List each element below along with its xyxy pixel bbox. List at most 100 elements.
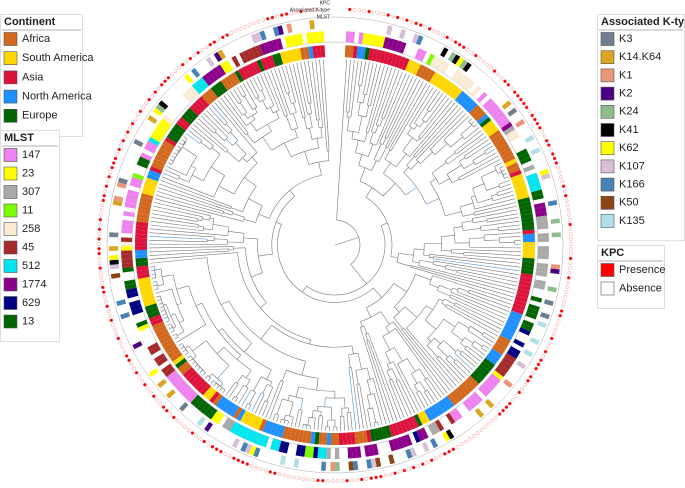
- tree-branch: [195, 121, 229, 151]
- continent-cell: [463, 99, 475, 111]
- mlst-cell: [537, 237, 549, 242]
- continent-cell: [298, 429, 305, 443]
- tree-branch: [300, 398, 304, 410]
- tree-branch: [452, 287, 458, 291]
- continent-cell: [346, 432, 352, 445]
- tree-branch: [472, 209, 518, 219]
- continent-cell: [488, 130, 502, 141]
- mlst-cell: [485, 101, 497, 112]
- tree-branch: [154, 268, 162, 271]
- legend-swatch: [3, 32, 18, 46]
- tree-branch: [438, 298, 444, 302]
- tree-arc: [261, 392, 265, 395]
- kpc-dot: [556, 165, 560, 170]
- ktype-cell: [116, 181, 127, 189]
- tree-branch: [462, 213, 475, 217]
- ktype-cell: [147, 115, 158, 124]
- mlst-cell: [140, 152, 152, 161]
- tree-arc: [366, 339, 369, 341]
- mlst-cell: [136, 160, 149, 169]
- tree-branch: [260, 302, 267, 309]
- ktype-cell: [231, 438, 241, 449]
- continent-cell: [492, 345, 505, 355]
- tree-branch: [432, 258, 520, 272]
- tree-branch: [361, 61, 366, 86]
- continent-cell: [388, 424, 396, 437]
- mlst-cell: [372, 443, 379, 456]
- tree-branch: [350, 264, 367, 285]
- continent-cell: [164, 136, 177, 147]
- legend-swatch: [600, 177, 615, 192]
- tree-branch: [311, 410, 314, 418]
- continent-cell: [379, 50, 387, 64]
- ktype-cell: [539, 312, 550, 320]
- tree-branch: [443, 298, 455, 305]
- mlst-cell: [537, 250, 549, 256]
- mlst-cell: [516, 148, 528, 158]
- continent-cell: [506, 317, 520, 327]
- tree-branch: [498, 180, 510, 185]
- tree-branch: [406, 156, 415, 166]
- ktype-cell: [157, 378, 167, 389]
- mlst-cell: [306, 32, 312, 44]
- kpc-dot: [294, 10, 298, 15]
- mlst-cell: [203, 405, 215, 417]
- tree-branch: [481, 335, 494, 343]
- continent-cell: [144, 181, 157, 189]
- tree-arc: [365, 196, 393, 257]
- ktype-cell: [109, 232, 119, 238]
- tree-arc: [471, 340, 475, 346]
- tree-branch: [244, 177, 257, 187]
- kpc-dot: [105, 304, 109, 309]
- tree-branch: [278, 67, 287, 94]
- tree-branch: [363, 325, 368, 334]
- mlst-cell: [317, 447, 323, 459]
- ktype-cell: [110, 272, 121, 279]
- kpc-dot: [352, 8, 357, 12]
- tree-branch: [248, 404, 252, 410]
- tree-branch: [463, 252, 521, 256]
- tree-branch: [385, 326, 390, 333]
- tree-branch: [166, 165, 187, 176]
- continent-cell: [270, 422, 278, 436]
- legend-swatch: [600, 214, 615, 228]
- continent-cell: [175, 357, 188, 369]
- tree-branch: [151, 217, 199, 225]
- continent-cell: [168, 130, 182, 141]
- kpc-dot: [416, 464, 421, 468]
- tree-branch: [164, 169, 180, 177]
- continent-cell: [459, 383, 471, 396]
- mlst-cell: [457, 74, 468, 86]
- tree-branch: [292, 113, 299, 129]
- kpc-dot: [455, 444, 460, 449]
- tree-branch: [172, 333, 177, 337]
- tree-branch: [296, 62, 308, 115]
- mlst-cell: [185, 88, 197, 100]
- mlst-cell: [198, 77, 209, 89]
- kpc-dot: [397, 470, 402, 474]
- kpc-dot: [562, 189, 567, 193]
- tree-branch: [499, 236, 521, 238]
- continent-cell: [225, 402, 236, 415]
- kpc-dot: [549, 336, 554, 341]
- tree-branch: [344, 397, 346, 409]
- mlst-cell: [299, 445, 306, 457]
- ktype-cell: [409, 447, 417, 458]
- continent-cell: [373, 428, 380, 441]
- kpc-dot: [383, 473, 388, 478]
- tree-branch: [388, 380, 405, 418]
- mlst-cell: [355, 446, 362, 458]
- kpc-dot: [566, 280, 570, 285]
- mlst-cell: [451, 69, 461, 81]
- tree-branch: [285, 115, 292, 131]
- mlst-cell: [147, 342, 159, 352]
- legend-label: K50: [619, 197, 639, 209]
- tree-branch: [202, 372, 206, 376]
- ktype-cell: [523, 349, 534, 358]
- mlst-cell: [526, 172, 538, 181]
- kpc-dot: [155, 398, 159, 402]
- tree-branch: [152, 281, 157, 283]
- tree-arc: [389, 378, 393, 381]
- tree-arc: [224, 137, 229, 141]
- mlst-cell: [124, 202, 137, 209]
